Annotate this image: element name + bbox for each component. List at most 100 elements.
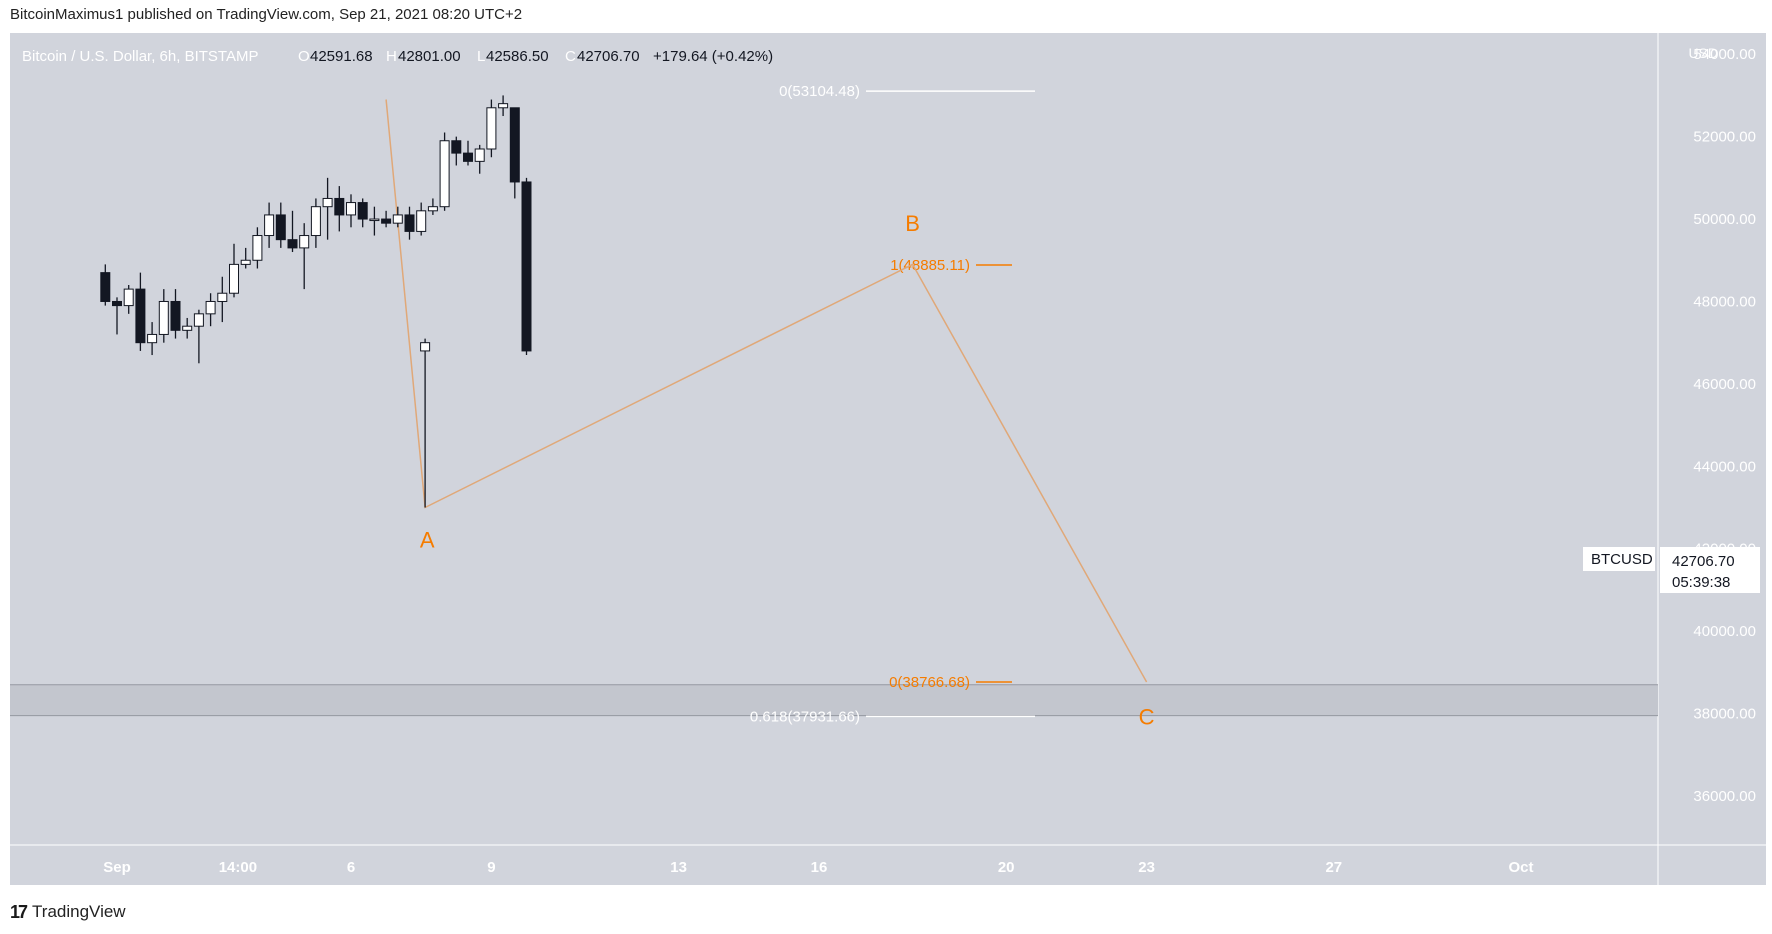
candle-6 [170, 289, 181, 339]
candle-26 [404, 206, 415, 240]
candle-13 [252, 227, 263, 269]
y-tick-label: 36000.00 [1693, 788, 1756, 805]
candle-31 [463, 140, 473, 166]
y-tick-label: 52000.00 [1693, 129, 1756, 146]
candle-body [420, 342, 431, 352]
x-tick-label: 14:00 [219, 859, 257, 876]
candle-body [310, 206, 321, 237]
candle-body [252, 235, 263, 261]
candle-body [135, 288, 146, 344]
candle-body [147, 333, 158, 344]
candle-body [112, 300, 122, 307]
candle-body [427, 206, 438, 212]
tradingview-brand[interactable]: TradingView [32, 902, 126, 921]
last-price-box [1660, 547, 1760, 593]
candle-14 [264, 202, 275, 248]
candle-body [404, 214, 415, 232]
candle-body [439, 140, 450, 208]
candle-2 [123, 284, 134, 314]
candle-12 [240, 247, 251, 269]
y-tick-label: 44000.00 [1693, 458, 1756, 475]
candle-body [322, 197, 333, 208]
candle-28 [427, 198, 438, 215]
candle-body [357, 202, 368, 220]
candle-29 [439, 132, 450, 211]
open-label: O [298, 48, 310, 65]
candle-body [498, 103, 509, 109]
fib-level-label-1: 1(48885.11) [890, 257, 970, 274]
candle-body [463, 152, 473, 162]
candle-37 [420, 338, 431, 508]
low-value: 42586.50 [486, 48, 549, 65]
candle-body [193, 313, 204, 327]
candle-36 [521, 177, 532, 356]
candle-body [381, 218, 392, 224]
candle-3 [135, 272, 146, 351]
candle-0 [100, 264, 111, 306]
candle-33 [486, 99, 497, 158]
candle-countdown: 05:39:38 [1672, 574, 1730, 591]
x-tick-label: 6 [347, 859, 355, 876]
fib-level-label-3: 0.618(37931.66) [750, 708, 860, 725]
candle-15 [275, 202, 286, 248]
candle-34 [498, 95, 509, 117]
candle-body [182, 325, 193, 331]
candle-4 [147, 322, 158, 356]
candle-5 [158, 289, 169, 343]
attribution: BitcoinMaximus1 published on TradingView… [10, 6, 523, 23]
candle-1 [112, 297, 122, 335]
candle-body [299, 235, 310, 249]
last-price-marker: BTCUSD 42706.70 05:39:38 [1583, 547, 1760, 593]
price-axis-pane[interactable] [1658, 33, 1766, 845]
candle-body [158, 300, 169, 335]
wave-label-b: B [905, 211, 920, 236]
candle-body [346, 202, 356, 216]
last-price-value: 42706.70 [1672, 553, 1735, 570]
tradingview-logo-icon[interactable]: 17 [10, 901, 28, 922]
high-label: H [386, 48, 397, 65]
candle-body [369, 218, 380, 222]
candle-body [451, 140, 462, 154]
symbol-title: Bitcoin / U.S. Dollar, 6h, BITSTAMP [22, 48, 258, 65]
candle-body [416, 210, 427, 232]
candle-17 [299, 223, 310, 290]
close-label: C [565, 48, 576, 65]
candle-body [334, 197, 345, 216]
candle-22 [357, 198, 368, 228]
x-tick-label: 13 [670, 859, 687, 876]
candle-body [123, 288, 134, 307]
candle-11 [229, 243, 239, 298]
candle-body [240, 259, 251, 265]
candle-body [170, 300, 181, 331]
y-tick-label: 48000.00 [1693, 293, 1756, 310]
candle-body [392, 214, 403, 224]
candle-body [217, 292, 228, 302]
candle-27 [416, 202, 427, 236]
candle-25 [392, 206, 403, 228]
axis-corner [1658, 845, 1766, 885]
candle-23 [369, 206, 380, 236]
candle-body [521, 181, 532, 352]
candle-body [100, 272, 111, 302]
x-tick-label: 27 [1325, 859, 1342, 876]
candle-body [205, 300, 216, 315]
low-label: L [477, 48, 485, 65]
candle-7 [182, 317, 193, 339]
candle-10 [217, 276, 228, 323]
candle-body [264, 214, 275, 237]
time-axis-pane[interactable] [10, 845, 1658, 885]
candle-35 [509, 107, 520, 199]
candle-body [287, 239, 298, 249]
candle-8 [193, 309, 204, 364]
candle-body [509, 107, 520, 183]
candle-9 [205, 293, 216, 327]
candle-16 [287, 210, 298, 253]
fib-level-label-0: 0(53104.48) [779, 83, 860, 100]
x-tick-label: 9 [487, 859, 495, 876]
legend-header: Bitcoin / U.S. Dollar, 6h, BITSTAMP O 42… [22, 48, 773, 65]
candle-18 [310, 198, 321, 248]
y-tick-label: 54000.00 [1693, 46, 1756, 63]
candle-body [275, 214, 286, 241]
y-tick-label: 50000.00 [1693, 211, 1756, 228]
